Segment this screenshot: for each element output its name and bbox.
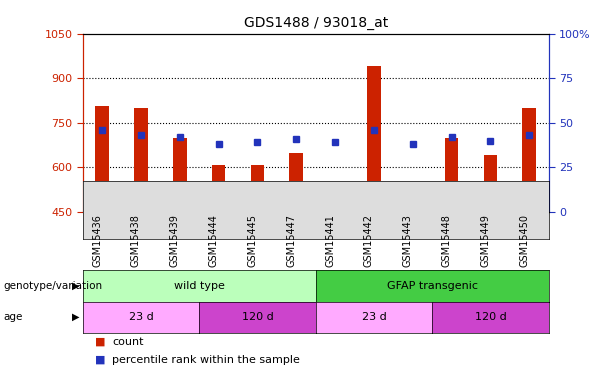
Bar [406,194,419,212]
Text: GSM15450: GSM15450 [519,214,529,267]
Text: GSM15442: GSM15442 [364,214,374,267]
Text: GFAP transgenic: GFAP transgenic [387,281,478,291]
Text: GSM15448: GSM15448 [441,214,452,267]
Text: count: count [112,337,143,347]
Text: GSM15445: GSM15445 [248,214,257,267]
Text: ■: ■ [95,355,105,365]
Text: GSM15438: GSM15438 [131,214,141,267]
Text: ■: ■ [95,337,105,347]
Bar [367,66,381,212]
Text: percentile rank within the sample: percentile rank within the sample [112,355,300,365]
Bar [96,106,109,212]
Text: genotype/variation: genotype/variation [3,281,102,291]
Bar [522,108,536,212]
Title: GDS1488 / 93018_at: GDS1488 / 93018_at [243,16,388,30]
Bar [329,194,342,212]
Text: GSM15441: GSM15441 [325,214,335,267]
Text: GSM15444: GSM15444 [208,214,219,267]
Bar [484,156,497,212]
Text: 120 d: 120 d [474,312,506,322]
Text: ▶: ▶ [72,312,79,322]
Text: 23 d: 23 d [362,312,386,322]
Bar [251,165,264,212]
Text: 23 d: 23 d [129,312,153,322]
Text: ▶: ▶ [72,281,79,291]
Bar [134,108,148,212]
Text: wild type: wild type [174,281,224,291]
Bar [289,153,303,212]
Bar [212,165,226,212]
Bar [445,138,459,212]
Bar [173,138,186,212]
Text: 120 d: 120 d [242,312,273,322]
Text: GSM15439: GSM15439 [170,214,180,267]
Text: age: age [3,312,23,322]
Text: GSM15436: GSM15436 [92,214,102,267]
Text: GSM15449: GSM15449 [481,214,490,267]
Text: GSM15443: GSM15443 [403,214,413,267]
Text: GSM15447: GSM15447 [286,214,296,267]
